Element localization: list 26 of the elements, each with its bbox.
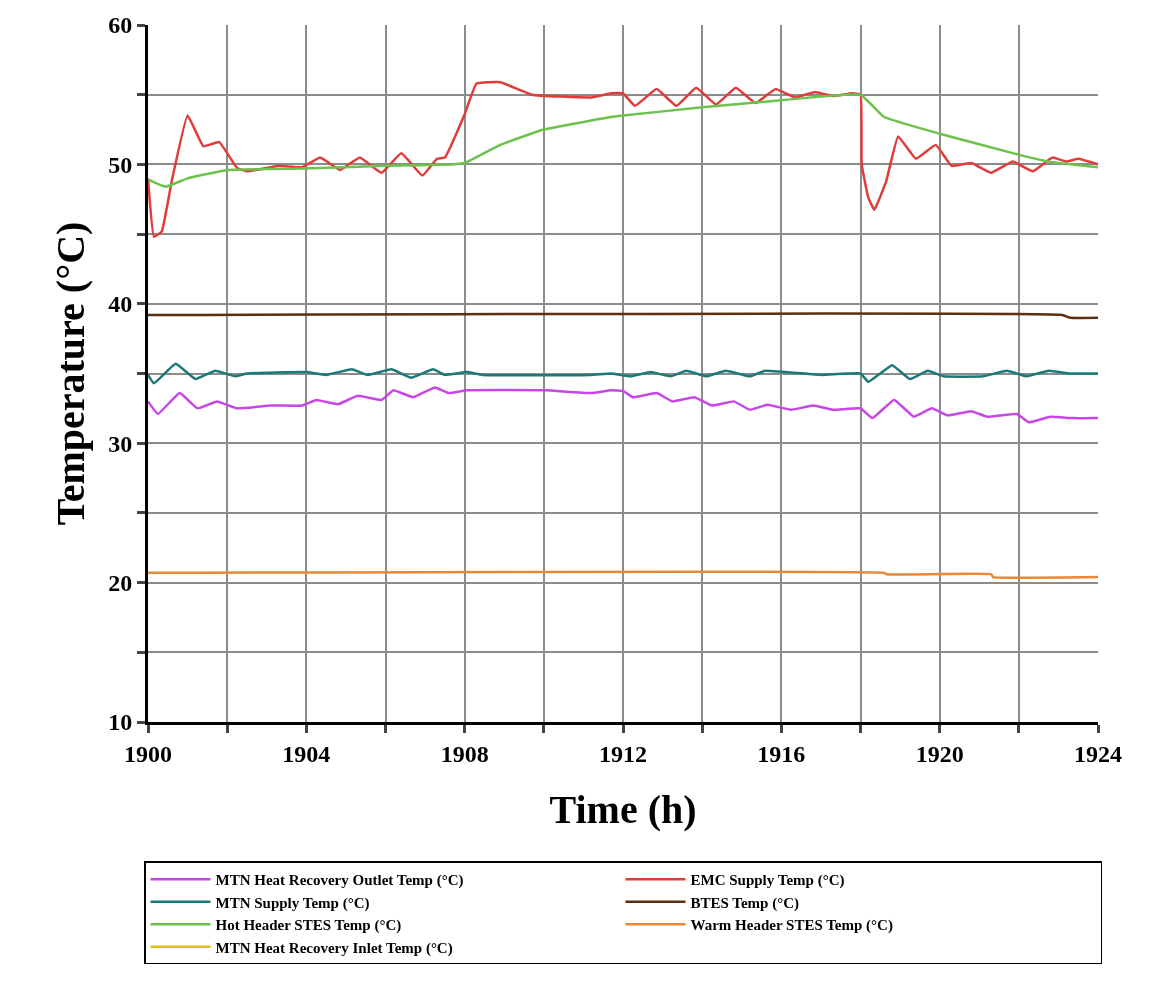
- legend-label: Hot Header STES Temp (°C): [215, 917, 402, 934]
- legend-label: MTN Heat Recovery Inlet Temp (°C): [215, 939, 453, 957]
- y-tick-label: 10: [108, 709, 133, 736]
- line-series: [148, 386, 1098, 424]
- x-tick-label: 1912: [599, 740, 647, 767]
- legend-label: Warm Header STES Temp (°C): [690, 917, 893, 934]
- y-tick-label: 50: [108, 151, 133, 178]
- legend-label: MTN Supply Temp (°C): [215, 894, 370, 912]
- x-tick-label: 1908: [440, 740, 489, 767]
- y-tick-label: 30: [108, 430, 133, 457]
- y-axis-title: Temperature (°C): [47, 221, 93, 526]
- y-tick-label: 40: [108, 291, 133, 318]
- y-tick-label: 60: [108, 12, 133, 39]
- y-tick-label: 20: [108, 570, 133, 596]
- x-tick-label: 1916: [757, 740, 806, 767]
- legend-label: MTN Heat Recovery Outlet Temp (°C): [215, 872, 464, 889]
- x-tick-label: 1924: [1074, 740, 1122, 767]
- line-series: [148, 80, 1098, 239]
- legend-label: BTES Temp (°C): [690, 894, 800, 912]
- line-series: [148, 93, 1098, 188]
- x-tick-label: 1920: [915, 740, 964, 767]
- legend-label: EMC Supply Temp (°C): [690, 872, 845, 889]
- x-axis-title: Time (h): [549, 787, 697, 833]
- line-series: [148, 362, 1098, 385]
- x-tick-label: 1904: [282, 740, 331, 767]
- x-tick-label: 1900: [124, 740, 172, 767]
